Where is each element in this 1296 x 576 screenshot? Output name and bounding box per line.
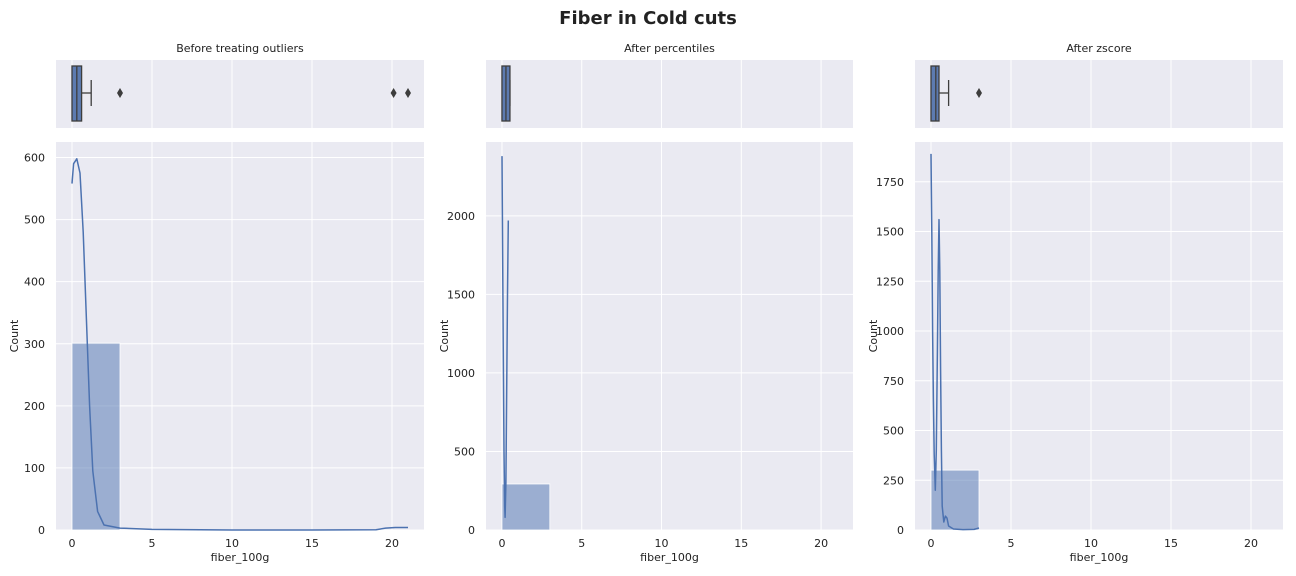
- y-tick-label: 0: [897, 524, 904, 537]
- x-tick-label: 0: [69, 537, 76, 550]
- y-tick-label: 300: [24, 338, 45, 351]
- y-tick-label: 1500: [447, 288, 475, 301]
- x-tick-label: 0: [928, 537, 935, 550]
- x-axis-label: fiber_100g: [640, 551, 699, 564]
- figure-title: Fiber in Cold cuts: [559, 8, 737, 29]
- kde-curve: [930, 153, 980, 531]
- y-tick-label: 500: [454, 445, 475, 458]
- chart-panel-1: Before treating outliers0100200300400500…: [8, 42, 424, 564]
- y-tick-label: 100: [24, 462, 45, 475]
- boxplot-axes-bg: [56, 60, 424, 128]
- y-tick-label: 1000: [876, 325, 904, 338]
- boxplot-outlier: [405, 88, 411, 98]
- x-tick-label: 15: [305, 537, 319, 550]
- chart-panel-2: After percentiles 0 500 1000 1500 2000 0 5 10 15 2…: [438, 42, 853, 564]
- x-tick-label: 10: [1084, 537, 1098, 550]
- y-tick-label: 1250: [876, 275, 904, 288]
- y-tick-label: 0: [38, 524, 45, 537]
- x-tick-label: 0: [498, 537, 505, 550]
- x-axis-label: fiber_100g: [211, 551, 270, 564]
- x-tick-label: 5: [1008, 537, 1015, 550]
- x-tick-label: 20: [1244, 537, 1258, 550]
- y-tick-label: 600: [24, 152, 45, 165]
- hist-axes-bg: [915, 142, 1283, 530]
- x-axis-label: fiber_100g: [1070, 551, 1129, 564]
- kde-curve: [71, 158, 408, 531]
- y-tick-label: 1500: [876, 226, 904, 239]
- histogram-bar: [501, 483, 551, 531]
- x-tick-label: 20: [385, 537, 399, 550]
- boxplot-outlier: [117, 88, 123, 98]
- boxplot-outlier: [976, 88, 982, 98]
- y-tick-label: 200: [24, 400, 45, 413]
- hist-axes-bg: [486, 142, 853, 530]
- boxplot-axes-bg: [915, 60, 1283, 128]
- boxplot-box: [930, 65, 940, 122]
- x-tick-label: 5: [149, 537, 156, 550]
- histogram-bar: [930, 469, 980, 531]
- x-tick-label: 10: [655, 537, 669, 550]
- y-tick-label: 1750: [876, 176, 904, 189]
- y-tick-label: 2000: [447, 210, 475, 223]
- x-tick-label: 15: [734, 537, 748, 550]
- y-tick-label: 250: [883, 474, 904, 487]
- y-tick-label: 500: [883, 425, 904, 438]
- chart-panel-3: After zscore 0 250 500 750 1000 1250 1500 1750 0 5…: [867, 42, 1283, 564]
- subplot-title: Before treating outliers: [176, 42, 304, 55]
- y-tick-label: 400: [24, 276, 45, 289]
- boxplot-outlier: [390, 88, 397, 98]
- y-tick-label: 0: [468, 524, 475, 537]
- x-tick-label: 15: [1164, 537, 1178, 550]
- x-tick-label: 10: [225, 537, 239, 550]
- x-tick-label: 20: [814, 537, 828, 550]
- y-axis-label: Count: [8, 319, 21, 352]
- y-tick-label: 500: [24, 214, 45, 227]
- y-tick-label: 1000: [447, 367, 475, 380]
- x-tick-label: 5: [578, 537, 585, 550]
- subplot-title: After zscore: [1066, 42, 1131, 55]
- boxplot-axes-bg: [486, 60, 853, 128]
- y-axis-label: Count: [438, 319, 451, 352]
- y-axis-label: Count: [867, 319, 880, 352]
- y-tick-label: 750: [883, 375, 904, 388]
- subplot-title: After percentiles: [624, 42, 715, 55]
- kde-curve: [501, 156, 510, 519]
